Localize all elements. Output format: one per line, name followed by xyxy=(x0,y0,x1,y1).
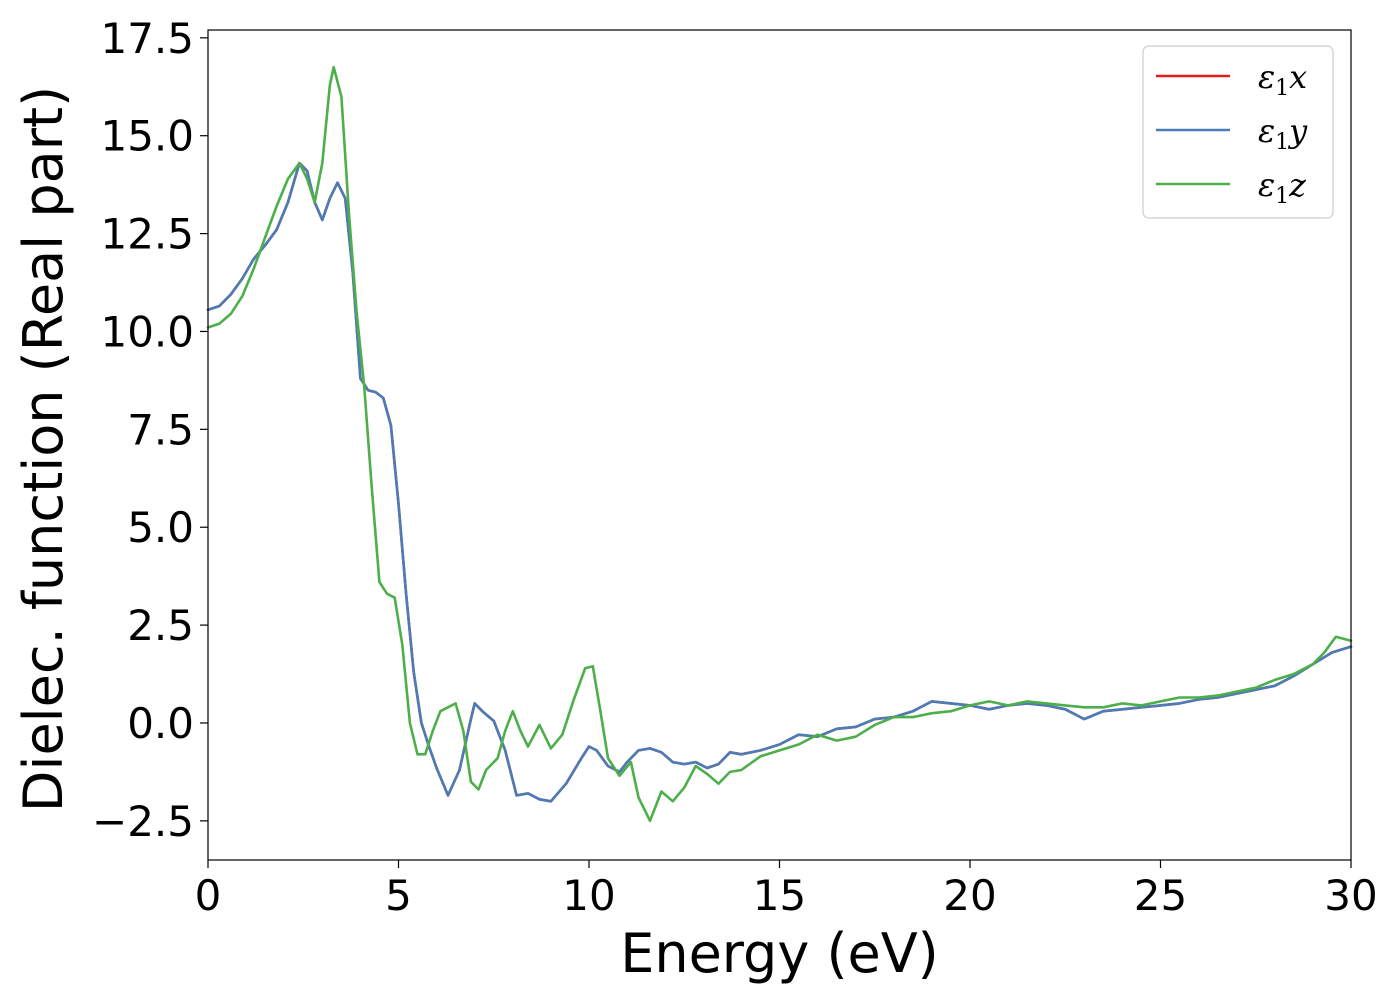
y-tick-label: 17.5 xyxy=(100,14,194,63)
y-axis-label: Dielec. function (Real part) xyxy=(12,86,75,812)
y-axis: −2.5 0.0 2.5 5.0 7.5 10.0 12.5 15.0 17.5 xyxy=(92,14,208,846)
y-tick-label: 12.5 xyxy=(100,210,194,259)
series-line-x xyxy=(206,161,1353,803)
legend: ε1x ε1y ε1z xyxy=(1142,45,1334,219)
series-line-z xyxy=(206,65,1353,823)
x-tick-label: 5 xyxy=(385,871,412,920)
y-tick-label: 15.0 xyxy=(100,112,194,161)
legend-label: ε1z xyxy=(1258,166,1307,209)
x-tick-label: 10 xyxy=(562,871,615,920)
x-axis: 0 5 10 15 20 25 30 xyxy=(195,860,1378,920)
legend-label: ε1x xyxy=(1258,58,1307,101)
series-line-y xyxy=(206,161,1353,803)
legend-label: ε1y xyxy=(1258,112,1308,155)
x-tick-label: 20 xyxy=(943,871,996,920)
y-tick-label: 7.5 xyxy=(127,405,194,454)
y-tick-label: −2.5 xyxy=(92,797,194,846)
legend-box xyxy=(1142,45,1334,219)
y-tick-label: 10.0 xyxy=(100,307,194,356)
x-axis-label: Energy (eV) xyxy=(620,922,939,985)
y-tick-label: 0.0 xyxy=(127,699,194,748)
x-tick-label: 30 xyxy=(1324,871,1377,920)
x-tick-label: 15 xyxy=(753,871,806,920)
x-tick-label: 0 xyxy=(195,871,222,920)
y-tick-label: 5.0 xyxy=(127,503,194,552)
x-tick-label: 25 xyxy=(1134,871,1187,920)
y-tick-label: 2.5 xyxy=(127,601,194,650)
plot-lines xyxy=(206,65,1353,823)
